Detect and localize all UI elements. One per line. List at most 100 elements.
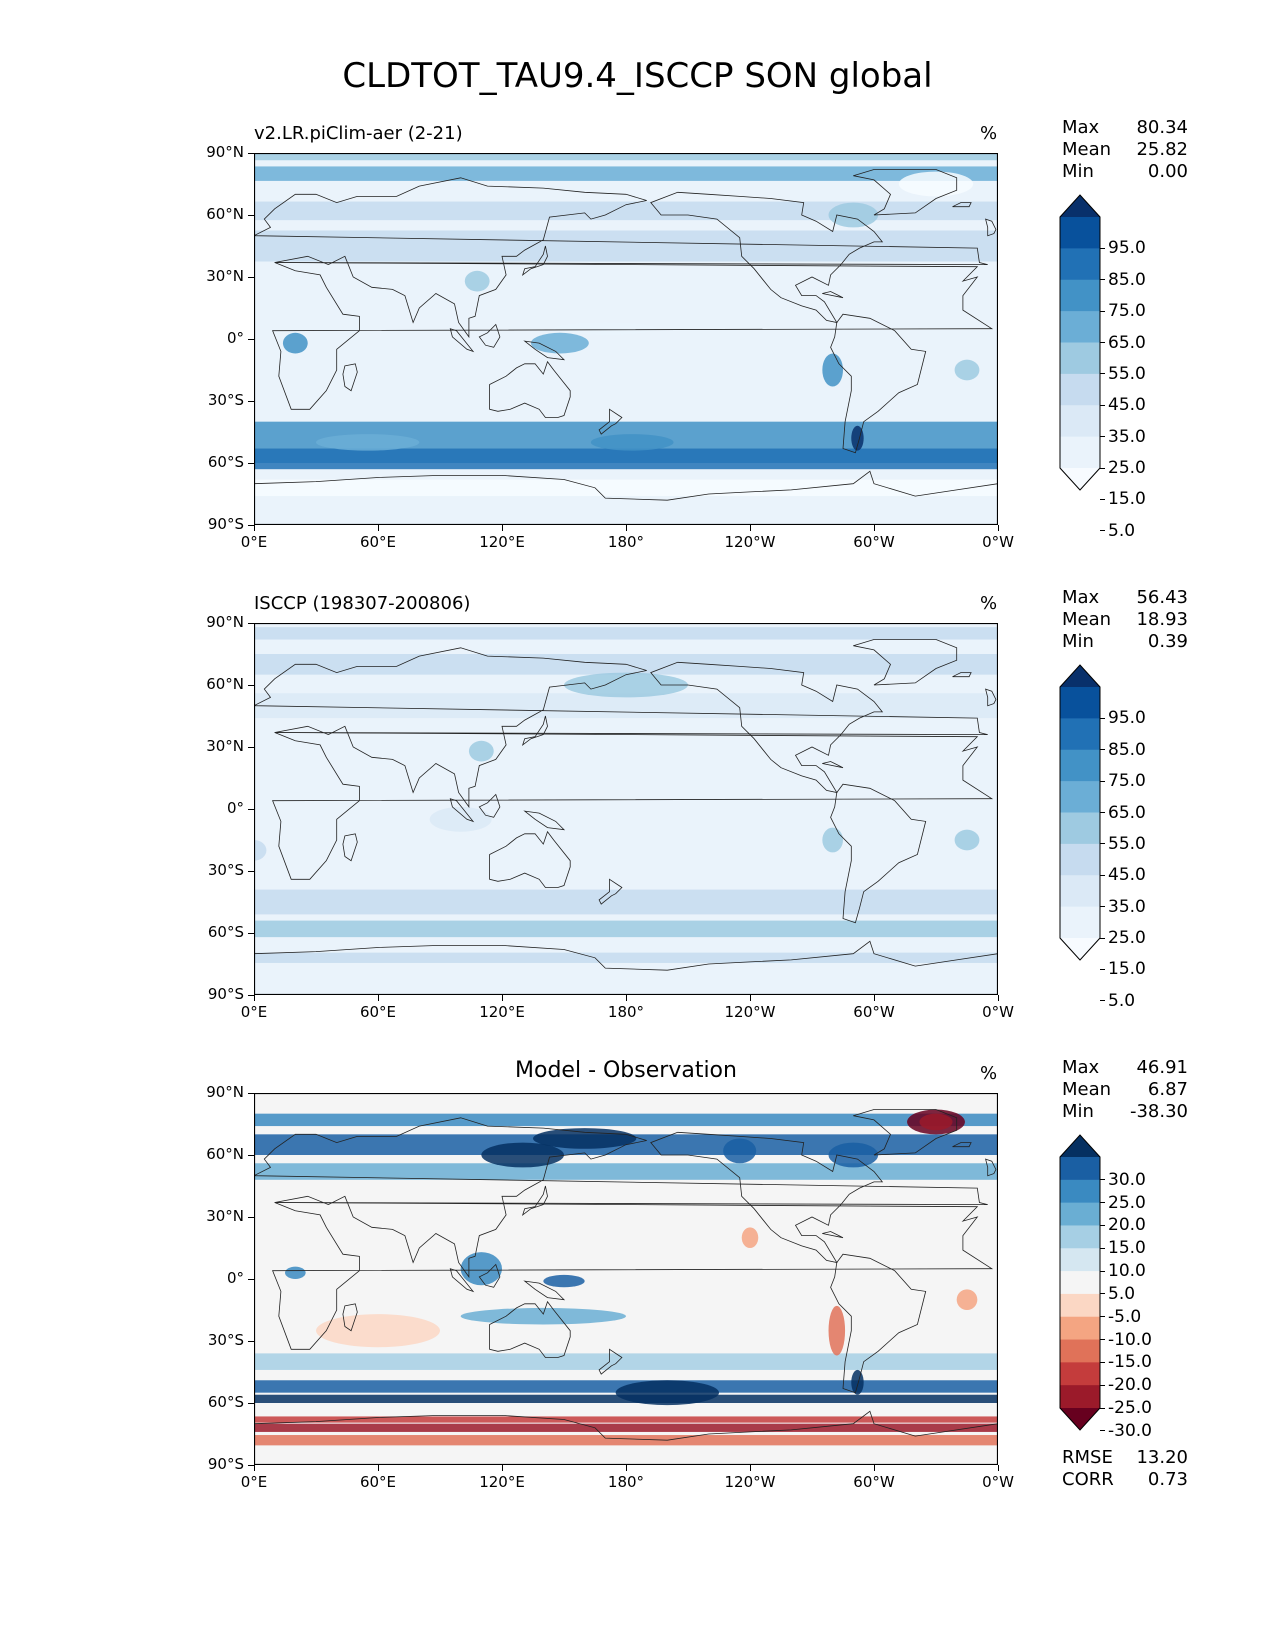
coastline-borneo (478, 323, 501, 348)
field-blob (254, 840, 267, 861)
lon-tick-label: 120°E (479, 1473, 525, 1491)
colorbar-swatch (1060, 812, 1100, 845)
colorbar-extend-top (1060, 1135, 1100, 1157)
colorbar-label: 45.0 (1108, 395, 1146, 416)
colorbar-label: 10.0 (1108, 1261, 1146, 1282)
footer-stat-value: 0.73 (1147, 1469, 1188, 1490)
coastline-antarctica (254, 940, 998, 995)
coastline-sumatra (449, 798, 475, 823)
lat-tick (248, 1402, 254, 1404)
coastline-new-guinea (523, 810, 566, 831)
coastline-uk (985, 688, 997, 707)
lon-tick (625, 525, 627, 531)
colorbar-tick (1100, 373, 1105, 375)
field-band (254, 952, 998, 963)
lon-tick (997, 995, 999, 1001)
map-obs (254, 623, 998, 995)
coastline-new-guinea (523, 340, 566, 361)
colorbar-model (1059, 194, 1101, 491)
colorbar-label: 5.0 (1108, 520, 1136, 541)
field-blob (285, 1266, 306, 1279)
lat-tick (248, 1216, 254, 1218)
colorbar-tick (1100, 717, 1105, 719)
lat-tick-label: 90°N (206, 143, 244, 161)
field-band (254, 1113, 998, 1127)
colorbar-label: 55.0 (1108, 363, 1146, 384)
stat-label: Max (1062, 587, 1100, 608)
field-blob (828, 1142, 879, 1168)
colorbar-label: -25.0 (1108, 1398, 1152, 1418)
colorbar-label: 65.0 (1108, 802, 1146, 823)
lon-tick-label: 120°W (724, 1473, 776, 1491)
field-band (254, 693, 998, 719)
lat-tick (248, 214, 254, 216)
lon-tick (625, 995, 627, 1001)
stat-value: 0.00 (1147, 161, 1188, 182)
lon-tick-label: 60°W (853, 533, 895, 551)
colorbar-swatch (1060, 1362, 1100, 1386)
colorbar-label: 85.0 (1108, 739, 1146, 760)
coastline-africa (272, 262, 994, 410)
stat-label: Max (1062, 1057, 1100, 1078)
colorbar-swatch (1060, 1202, 1100, 1226)
coastline-australia (489, 360, 571, 418)
lon-tick (873, 525, 875, 531)
colorbar-tick (1100, 1270, 1105, 1272)
colorbar-tick (1100, 530, 1105, 532)
field-blob (460, 1307, 626, 1325)
lon-tick-label: 60°E (359, 1473, 397, 1491)
field-blob (723, 1138, 757, 1164)
colorbar-tick (1100, 310, 1105, 312)
panel-units: % (980, 123, 998, 144)
lat-tick-label: 90°S (207, 1455, 244, 1473)
lat-tick (248, 276, 254, 278)
panel-title: ISCCP (198307-200806) (254, 593, 471, 614)
coastline-antarctica (254, 470, 998, 525)
colorbar-tick (1100, 843, 1105, 845)
field-blob (316, 1314, 440, 1348)
field-blob (553, 322, 657, 335)
colorbar-diff (1059, 1134, 1101, 1431)
lat-tick-label: 90°S (207, 515, 244, 533)
lon-tick-label: 0°E (240, 1003, 268, 1021)
lon-tick-label: 0°W (982, 1473, 1014, 1491)
colorbar-swatch (1060, 279, 1100, 312)
lon-tick-label: 60°E (359, 1003, 397, 1021)
field-band (254, 1435, 998, 1446)
colorbar-tick (1100, 1247, 1105, 1249)
colorbar-extend-bottom (1060, 1408, 1100, 1430)
coastline-iceland (952, 202, 972, 208)
coastline-cuba (822, 1231, 844, 1239)
field-blob (851, 1369, 864, 1395)
field-band (254, 889, 998, 915)
lat-tick-label: 0° (226, 799, 244, 817)
lat-tick (248, 400, 254, 402)
lat-tick-label: 0° (226, 329, 244, 347)
colorbar-tick (1100, 1179, 1105, 1181)
colorbar-swatch (1060, 311, 1100, 343)
stat-value: 6.87 (1147, 1079, 1188, 1100)
colorbar-tick (1100, 874, 1105, 876)
colorbar-swatch (1060, 436, 1100, 469)
stat-value: 46.91 (1136, 1057, 1188, 1078)
colorbar-label: 15.0 (1108, 1238, 1146, 1259)
field-blob (460, 1252, 502, 1286)
colorbar-tick (1100, 342, 1105, 343)
colorbar-label: 20.0 (1108, 1215, 1146, 1236)
lon-tick (377, 1465, 379, 1471)
coastline-new-zealand (598, 1348, 623, 1375)
colorbar-swatch (1060, 1271, 1100, 1295)
coastline-greenland (853, 169, 958, 216)
panel-units: % (980, 1063, 998, 1084)
lon-tick (749, 525, 751, 531)
lat-tick-label: 90°N (206, 1083, 244, 1101)
coastline-borneo (478, 1263, 501, 1288)
colorbar-swatch (1060, 749, 1100, 782)
colorbar-label: -10.0 (1108, 1329, 1152, 1350)
field-blob (468, 740, 494, 762)
field-band (254, 153, 998, 161)
coastline-iceland (952, 672, 972, 678)
coastline-cuba (822, 291, 844, 299)
colorbar-tick (1100, 780, 1105, 782)
lon-tick (997, 525, 999, 531)
